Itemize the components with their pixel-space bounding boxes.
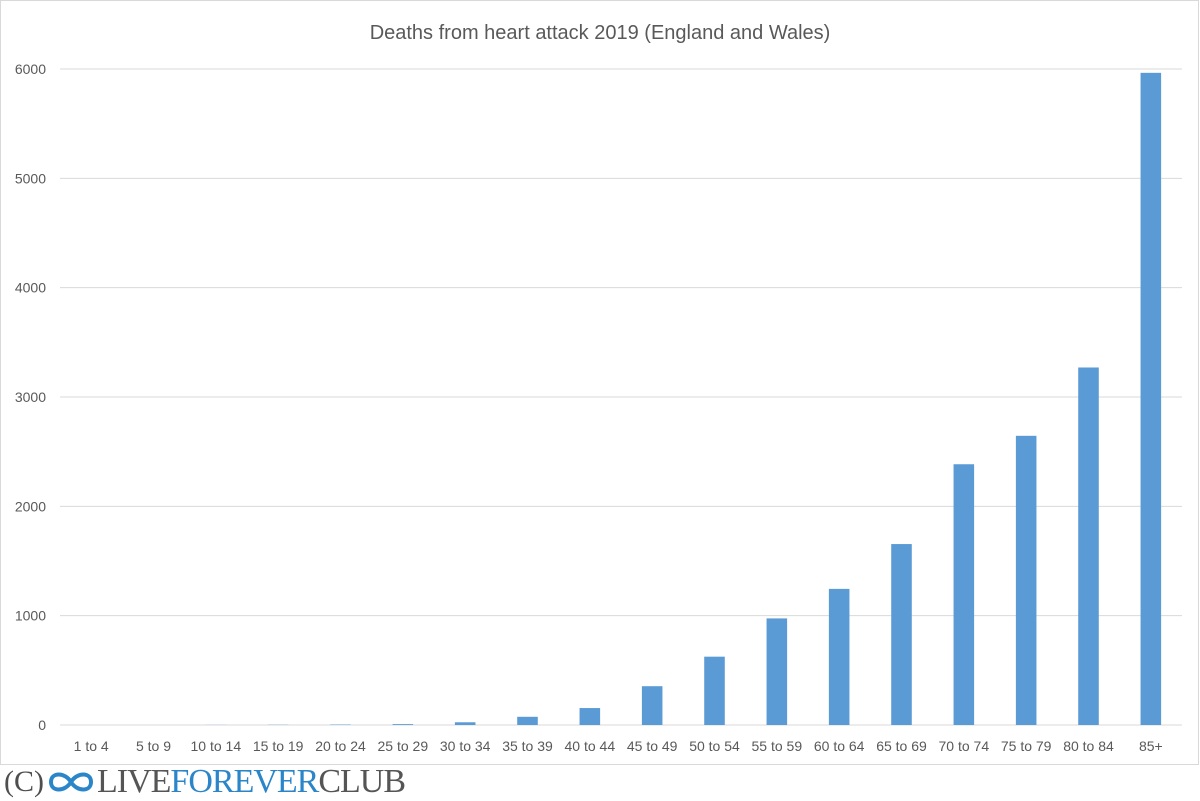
bar-chart: Deaths from heart attack 2019 (England a… (0, 0, 1200, 765)
x-tick-label: 30 to 34 (440, 738, 491, 754)
y-tick-label: 0 (38, 717, 46, 733)
bar (704, 657, 725, 725)
bars (206, 73, 1162, 725)
x-tick-label: 40 to 44 (565, 738, 616, 754)
x-tick-label: 70 to 74 (939, 738, 990, 754)
x-tick-label: 1 to 4 (74, 738, 109, 754)
y-tick-label: 6000 (15, 61, 46, 77)
bar (1016, 436, 1037, 725)
y-tick-label: 4000 (15, 280, 46, 296)
chart-title: Deaths from heart attack 2019 (England a… (370, 22, 831, 44)
x-tick-label: 5 to 9 (136, 738, 171, 754)
gridlines (60, 69, 1182, 725)
x-tick-label: 60 to 64 (814, 738, 865, 754)
x-tick-label: 80 to 84 (1063, 738, 1114, 754)
logo-word-live: LIVE (97, 763, 170, 801)
x-tick-label: 75 to 79 (1001, 738, 1052, 754)
x-tick-label: 85+ (1139, 738, 1163, 754)
copyright-prefix: (C) (4, 765, 44, 799)
bar (829, 589, 850, 725)
bar (954, 464, 975, 725)
x-tick-label: 65 to 69 (876, 738, 927, 754)
bar (1141, 73, 1162, 725)
x-tick-label: 25 to 29 (378, 738, 429, 754)
y-tick-label: 2000 (15, 498, 46, 514)
infinity-icon (46, 767, 96, 797)
bar (393, 724, 414, 725)
x-tick-label: 35 to 39 (502, 738, 553, 754)
bar (1078, 367, 1099, 725)
x-tick-label: 15 to 19 (253, 738, 304, 754)
x-tick-label: 10 to 14 (191, 738, 242, 754)
logo-word-club: CLUB (318, 763, 405, 801)
bar (767, 618, 788, 725)
y-tick-label: 3000 (15, 389, 46, 405)
y-tick-label: 1000 (15, 608, 46, 624)
watermark-logo: (C) LIVE FOREVER CLUB (4, 764, 405, 800)
bar (455, 722, 476, 725)
logo-word-forever: FOREVER (170, 763, 318, 801)
bar (891, 544, 912, 725)
x-tick-label: 50 to 54 (689, 738, 740, 754)
bar (517, 717, 538, 725)
bar (642, 686, 663, 725)
bar (580, 708, 601, 725)
x-tick-label: 55 to 59 (752, 738, 803, 754)
y-axis-ticks: 0 1000 2000 3000 4000 5000 6000 (15, 61, 46, 733)
y-tick-label: 5000 (15, 170, 46, 186)
x-tick-label: 20 to 24 (315, 738, 366, 754)
x-axis-ticks: 1 to 4 5 to 9 10 to 14 15 to 19 20 to 24 25 t… (74, 738, 1163, 754)
x-tick-label: 45 to 49 (627, 738, 678, 754)
